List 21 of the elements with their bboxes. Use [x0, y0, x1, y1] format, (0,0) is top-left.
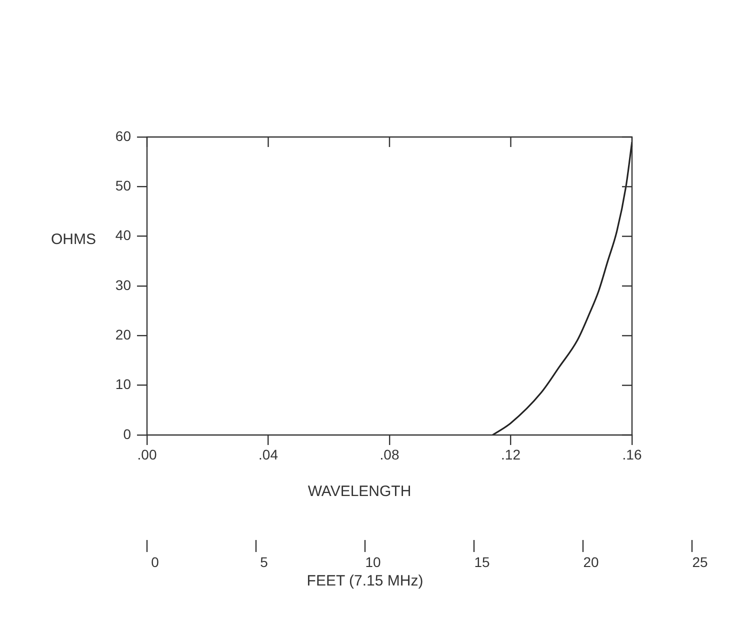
x-tick-label: .12	[501, 446, 521, 462]
y-tick-label: 30	[115, 276, 132, 293]
x-tick-label: .16	[622, 446, 642, 462]
x2-tick-label: 0	[151, 554, 160, 570]
x2-tick-label: 20	[583, 554, 599, 570]
x-tick-label: .00	[137, 446, 157, 462]
x2-tick-label: 10	[365, 554, 381, 570]
y-tick-label: 10	[115, 376, 132, 392]
y-axis-title: OHMS	[51, 231, 96, 248]
y-tick-label: 20	[115, 326, 132, 343]
y-tick-label: 0	[123, 426, 132, 442]
y-tick-label: 50	[115, 178, 132, 194]
x2-axis-title: FEET (7.15 MHz)	[306, 572, 424, 590]
x-tick-label: .04	[258, 446, 278, 462]
x2-tick-label: 5	[260, 554, 268, 570]
y-tick-label: 40	[115, 227, 132, 244]
x-axis-title: WAVELENGTH	[308, 483, 412, 500]
x-tick-label: .08	[380, 446, 400, 462]
x2-tick-label: 25	[692, 554, 708, 570]
x2-tick-label: 15	[474, 554, 490, 570]
y-tick-label: 60	[115, 128, 132, 144]
